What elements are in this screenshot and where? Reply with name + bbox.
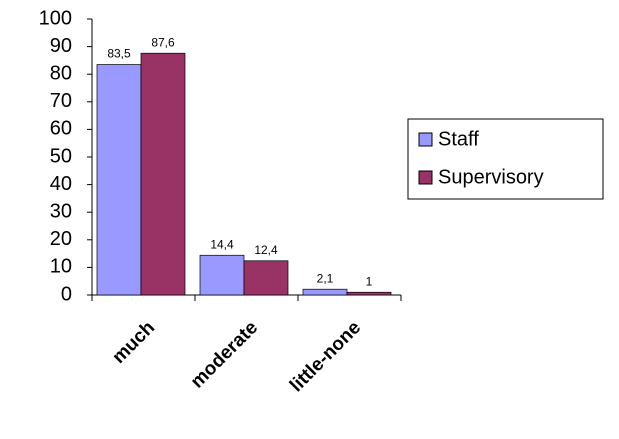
y-tick-label: 40 (50, 173, 72, 195)
legend-box (407, 118, 604, 200)
legend-label: Staff (438, 128, 479, 150)
bar (199, 254, 245, 296)
value-label: 14,4 (210, 237, 234, 251)
y-tick-label: 60 (50, 118, 72, 140)
bar (243, 260, 289, 296)
value-label: 87,6 (151, 35, 175, 49)
legend-swatch (418, 170, 433, 185)
y-tick-label: 10 (50, 256, 72, 278)
y-tick-label: 80 (50, 62, 72, 84)
y-tick-label: 30 (50, 200, 72, 222)
bar (140, 52, 186, 296)
value-label: 2,1 (317, 271, 334, 285)
y-tick-label: 90 (50, 35, 72, 57)
value-label: 12,4 (254, 243, 278, 257)
legend-label: Supervisory (438, 166, 544, 188)
value-label: 83,5 (107, 47, 131, 61)
value-label: 1 (366, 274, 373, 288)
y-tick-label: 50 (50, 145, 72, 167)
bar (96, 64, 142, 296)
legend-swatch (418, 132, 433, 147)
y-tick-label: 100 (39, 7, 72, 29)
x-tick-label: little-none (286, 317, 365, 396)
y-tick-label: 0 (61, 283, 72, 305)
y-tick-label: 70 (50, 90, 72, 112)
bar (302, 288, 348, 296)
y-tick-label: 20 (50, 228, 72, 250)
x-tick-label: moderate (187, 317, 262, 392)
x-tick-label: much (108, 317, 159, 368)
bar (346, 291, 392, 296)
